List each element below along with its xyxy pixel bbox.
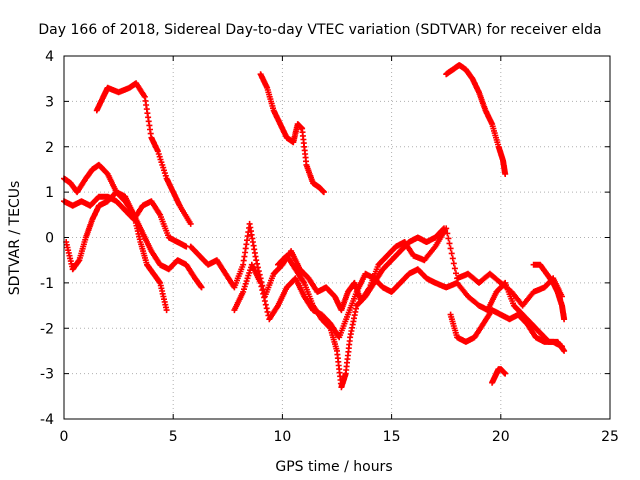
y-tick-label: -4	[40, 412, 54, 428]
series-markers	[93, 80, 194, 227]
series-markers	[63, 189, 170, 314]
y-tick-label: 3	[45, 94, 54, 110]
grid-lines	[64, 56, 610, 419]
x-tick-label: 0	[60, 429, 69, 445]
x-tick-label: 25	[601, 429, 619, 445]
series-markers	[275, 225, 447, 391]
y-tick-label: 4	[45, 49, 54, 65]
series-markers	[489, 366, 509, 386]
x-tick-label: 10	[273, 429, 291, 445]
series-track-12	[530, 261, 568, 323]
series-markers	[530, 261, 568, 323]
series-track-8	[257, 71, 327, 196]
y-tick-label: -2	[40, 321, 54, 337]
y-tick-label: 1	[45, 185, 54, 201]
axis-ticks: 0 5 10 15 20 25 -4 -3 -2 -1 0 1 2 3 4	[40, 49, 619, 445]
y-axis-label: SDTVAR / TECUs	[7, 181, 23, 296]
series-markers	[61, 161, 205, 291]
data-series	[61, 62, 568, 391]
x-tick-label: 20	[492, 429, 510, 445]
series-markers	[447, 307, 565, 350]
series-track-6	[231, 261, 568, 354]
y-tick-label: 2	[45, 140, 54, 156]
y-tick-label: 0	[45, 231, 54, 247]
x-tick-label: 5	[169, 429, 178, 445]
series-track-2	[61, 161, 205, 291]
series-track-4	[63, 189, 170, 314]
y-tick-label: -1	[40, 276, 54, 292]
y-tick-label: -3	[40, 367, 54, 383]
series-track-9	[443, 62, 509, 177]
series-markers	[231, 261, 568, 354]
x-axis-label: GPS time / hours	[275, 459, 392, 475]
plot-frame	[63, 55, 611, 420]
series-track-7	[275, 225, 447, 391]
series-track-1	[93, 80, 194, 227]
series-track-11	[489, 366, 509, 386]
series-markers	[257, 71, 327, 196]
x-tick-label: 15	[383, 429, 401, 445]
series-track-10	[447, 307, 565, 350]
series-markers	[443, 62, 509, 177]
chart-title: Day 166 of 2018, Sidereal Day-to-day VTE…	[38, 22, 601, 38]
